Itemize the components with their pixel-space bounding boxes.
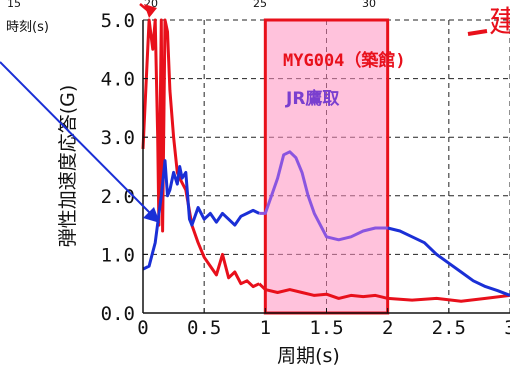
red-arrow-head [144, 4, 157, 18]
red-series-line [387, 293, 510, 303]
y-tick-label: 5.0 [101, 10, 135, 32]
jr-station-label: JR鷹取 [285, 88, 339, 109]
blue-series-line [142, 159, 260, 271]
y-tick-label: 4.0 [101, 69, 135, 91]
top-axis-tick-label: 20 [144, 0, 158, 10]
top-axis-tick-label: 25 [253, 0, 267, 10]
x-axis-label: 周期(s) [277, 345, 340, 367]
top-axis-label: 時刻(s) [6, 20, 49, 35]
blue-series-line-highlighted [259, 150, 388, 242]
y-tick-label: 2.0 [101, 186, 135, 208]
x-tick-label: 0 [137, 317, 148, 339]
station-label: MYG004（築館) [283, 50, 406, 71]
top-axis-tick-label: 15 [7, 0, 21, 10]
highlight-region [263, 18, 390, 315]
blue-arrow-line [0, 61, 151, 214]
red-series-line [141, 18, 260, 289]
y-axis-label: 弾性加速度応答(G) [57, 85, 79, 248]
red-series-line-highlighted [258, 282, 389, 300]
annotations: MYG004（築館) JR鷹取 建 [0, 3, 510, 223]
x-tick-label: 2 [382, 317, 393, 339]
y-tick-label: 0.0 [101, 303, 135, 325]
edge-text: 建 [489, 5, 510, 40]
labels: 0 0.5 1 1.5 2 2.5 3 0.0 1.0 2.0 3.0 4.0 5.0 15 20 25 30 時… [6, 0, 510, 367]
x-tick-label: 1 [260, 317, 271, 339]
blue-series-line [387, 226, 510, 297]
x-tick-label: 3 [504, 317, 510, 339]
top-axis-tick-label: 30 [362, 0, 376, 10]
series-layer [141, 18, 510, 303]
axes [142, 19, 510, 314]
x-tick-label: 2.5 [432, 317, 466, 339]
y-tick-label: 3.0 [101, 127, 135, 149]
x-tick-label: 0.5 [187, 317, 221, 339]
blue-arrow-head [143, 207, 160, 223]
x-tick-label: 1.5 [309, 317, 343, 339]
red-connector-line [467, 29, 488, 36]
y-tick-label: 1.0 [101, 244, 135, 266]
